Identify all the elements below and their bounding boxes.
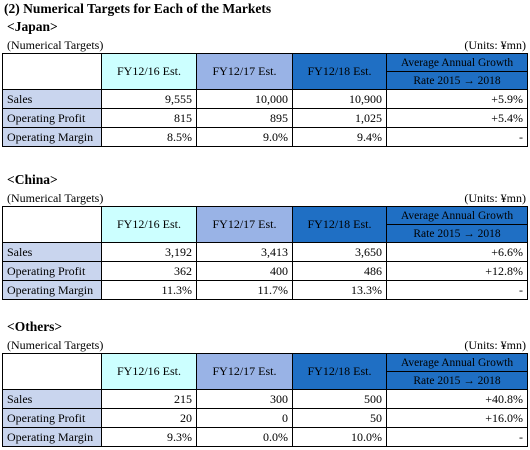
value-fy18: 9.4% bbox=[292, 127, 387, 147]
table-row: Sales 9,555 10,000 10,900 +5.9% bbox=[2, 89, 528, 109]
header-fy17: FY12/17 Est. bbox=[196, 353, 293, 390]
header-blank bbox=[2, 53, 102, 90]
targets-table-china: FY12/16 Est. FY12/17 Est. FY12/18 Est. A… bbox=[2, 206, 528, 300]
table-row: Operating Profit 815 895 1,025 +5.4% bbox=[2, 108, 528, 128]
row-label: Operating Profit bbox=[2, 108, 102, 128]
table-row: Operating Margin 8.5% 9.0% 9.4% - bbox=[2, 127, 528, 147]
value-fy16: 215 bbox=[101, 389, 197, 409]
value-growth: +16.0% bbox=[386, 408, 528, 428]
header-growth-rate: Rate 2015 → 2018 bbox=[386, 371, 528, 390]
value-fy17: 0 bbox=[196, 408, 293, 428]
header-growth: Average Annual Growth bbox=[386, 53, 528, 72]
value-fy17: 11.7% bbox=[196, 280, 293, 300]
value-growth: - bbox=[386, 427, 528, 447]
section-subtitle: (Numerical Targets) bbox=[7, 191, 104, 205]
value-growth: - bbox=[386, 127, 528, 147]
value-fy16: 20 bbox=[101, 408, 197, 428]
value-fy18: 10.0% bbox=[292, 427, 387, 447]
header-growth: Average Annual Growth bbox=[386, 206, 528, 225]
row-label: Sales bbox=[2, 89, 102, 109]
table-row: Operating Profit 20 0 50 +16.0% bbox=[2, 408, 528, 428]
row-label: Operating Margin bbox=[2, 427, 102, 447]
value-fy17: 10,000 bbox=[196, 89, 293, 109]
value-fy16: 9.3% bbox=[101, 427, 197, 447]
value-fy18: 50 bbox=[292, 408, 387, 428]
units-label: (Units: ¥mn) bbox=[464, 338, 526, 352]
header-growth-rate: Rate 2015 → 2018 bbox=[386, 224, 528, 243]
header-fy16: FY12/16 Est. bbox=[101, 53, 197, 90]
section-title: <Others> bbox=[7, 319, 63, 334]
units-label: (Units: ¥mn) bbox=[464, 191, 526, 205]
section-subtitle: (Numerical Targets) bbox=[7, 338, 104, 352]
section-title: <Japan> bbox=[7, 19, 58, 34]
header-fy17: FY12/17 Est. bbox=[196, 53, 293, 90]
value-fy18: 10,900 bbox=[292, 89, 387, 109]
section-title: <China> bbox=[7, 172, 58, 187]
header-fy16: FY12/16 Est. bbox=[101, 206, 197, 243]
header-fy18: FY12/18 Est. bbox=[292, 353, 387, 390]
value-fy16: 11.3% bbox=[101, 280, 197, 300]
main-title: (2) Numerical Targets for Each of the Ma… bbox=[4, 1, 272, 16]
section-subtitle: (Numerical Targets) bbox=[7, 38, 104, 52]
value-fy18: 13.3% bbox=[292, 280, 387, 300]
value-growth: - bbox=[386, 280, 528, 300]
value-fy17: 895 bbox=[196, 108, 293, 128]
value-fy17: 3,413 bbox=[196, 242, 293, 262]
header-growth-rate: Rate 2015 → 2018 bbox=[386, 71, 528, 90]
value-fy16: 8.5% bbox=[101, 127, 197, 147]
value-fy18: 3,650 bbox=[292, 242, 387, 262]
value-fy17: 300 bbox=[196, 389, 293, 409]
value-fy18: 486 bbox=[292, 261, 387, 281]
units-label: (Units: ¥mn) bbox=[464, 38, 526, 52]
value-growth: +40.8% bbox=[386, 389, 528, 409]
value-fy18: 1,025 bbox=[292, 108, 387, 128]
table-row: Sales 215 300 500 +40.8% bbox=[2, 389, 528, 409]
value-fy17: 9.0% bbox=[196, 127, 293, 147]
value-fy17: 400 bbox=[196, 261, 293, 281]
table-row: Sales 3,192 3,413 3,650 +6.6% bbox=[2, 242, 528, 262]
value-growth: +5.9% bbox=[386, 89, 528, 109]
header-fy16: FY12/16 Est. bbox=[101, 353, 197, 390]
header-growth: Average Annual Growth bbox=[386, 353, 528, 372]
table-row: Operating Margin 9.3% 0.0% 10.0% - bbox=[2, 427, 528, 447]
row-label: Operating Profit bbox=[2, 408, 102, 428]
value-growth: +5.4% bbox=[386, 108, 528, 128]
targets-table-others: FY12/16 Est. FY12/17 Est. FY12/18 Est. A… bbox=[2, 353, 528, 447]
targets-table-japan: FY12/16 Est. FY12/17 Est. FY12/18 Est. A… bbox=[2, 53, 528, 147]
table-row: Operating Profit 362 400 486 +12.8% bbox=[2, 261, 528, 281]
row-label: Sales bbox=[2, 389, 102, 409]
value-growth: +6.6% bbox=[386, 242, 528, 262]
value-fy17: 0.0% bbox=[196, 427, 293, 447]
header-blank bbox=[2, 206, 102, 243]
value-fy16: 3,192 bbox=[101, 242, 197, 262]
row-label: Operating Margin bbox=[2, 127, 102, 147]
header-fy17: FY12/17 Est. bbox=[196, 206, 293, 243]
value-fy16: 362 bbox=[101, 261, 197, 281]
value-growth: +12.8% bbox=[386, 261, 528, 281]
value-fy16: 9,555 bbox=[101, 89, 197, 109]
row-label: Sales bbox=[2, 242, 102, 262]
value-fy16: 815 bbox=[101, 108, 197, 128]
row-label: Operating Profit bbox=[2, 261, 102, 281]
table-row: Operating Margin 11.3% 11.7% 13.3% - bbox=[2, 280, 528, 300]
header-fy18: FY12/18 Est. bbox=[292, 53, 387, 90]
value-fy18: 500 bbox=[292, 389, 387, 409]
header-blank bbox=[2, 353, 102, 390]
header-fy18: FY12/18 Est. bbox=[292, 206, 387, 243]
row-label: Operating Margin bbox=[2, 280, 102, 300]
